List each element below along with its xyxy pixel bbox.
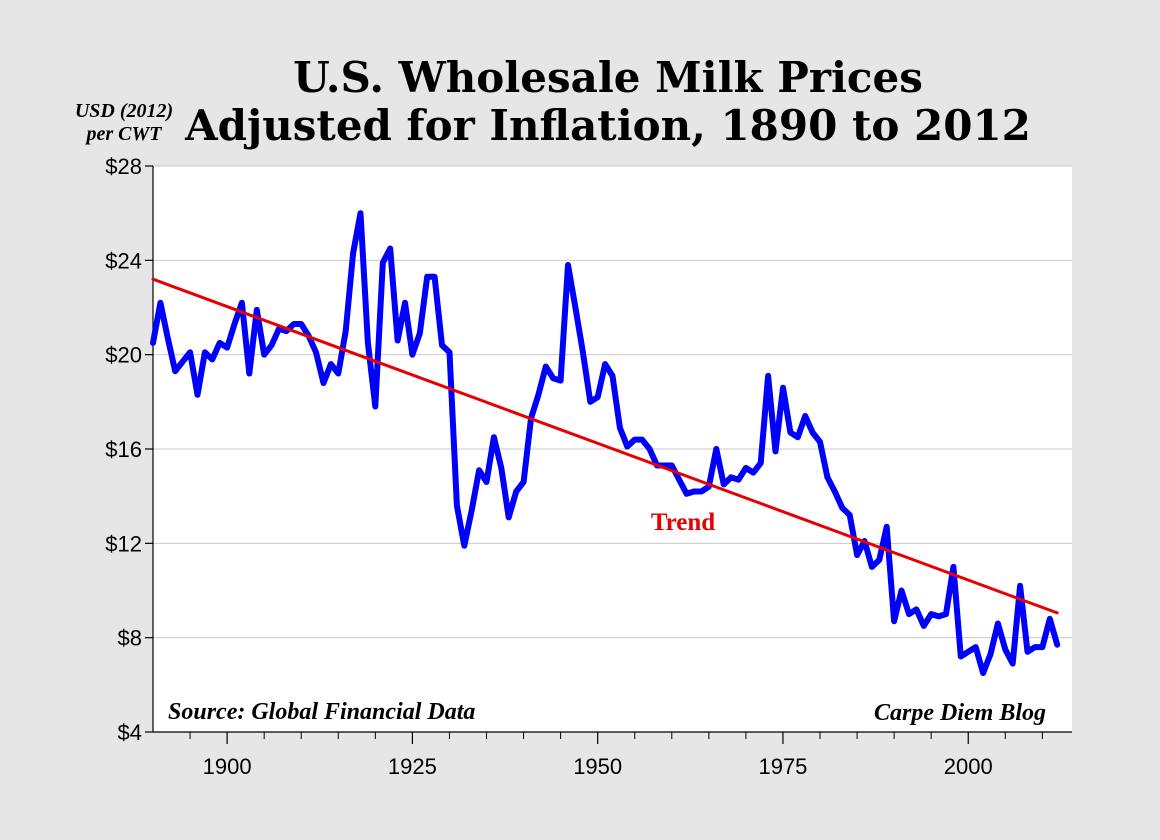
milk-price-line (150, 210, 1061, 676)
y-tick-label-24: $24 (105, 248, 142, 273)
y-tick-label-12: $12 (105, 531, 142, 556)
y-axis-unit-line-1: USD (2012) (75, 100, 173, 122)
chart-title-line-1: U.S. Wholesale Milk Prices (293, 53, 923, 102)
x-tick-label-2000: 2000 (944, 754, 993, 779)
x-tick-label-1975: 1975 (758, 754, 807, 779)
chart-title-line-2: Adjusted for Inflation, 1890 to 2012 (184, 101, 1031, 150)
y-tick-label-20: $20 (105, 343, 142, 368)
x-tick-label-1925: 1925 (388, 754, 437, 779)
y-axis-unit-line-2: per CWT (85, 123, 163, 145)
trend-label: Trend (651, 509, 715, 536)
x-tick-label-1950: 1950 (573, 754, 622, 779)
axes: $4 $8 $12 $16 $20 $24 $28 1900 1925 1950 1975 2000 (105, 154, 1072, 779)
trend-line (151, 277, 1059, 615)
credit-label: Carpe Diem Blog (874, 700, 1046, 726)
y-tick-label-28: $28 (105, 154, 142, 179)
source-label: Source: Global Financial Data (168, 699, 475, 725)
y-tick-label-4: $4 (118, 720, 142, 745)
series (150, 210, 1061, 676)
y-tick-label-8: $8 (118, 626, 142, 651)
y-tick-label-16: $16 (105, 437, 142, 462)
x-tick-label-1900: 1900 (203, 754, 252, 779)
